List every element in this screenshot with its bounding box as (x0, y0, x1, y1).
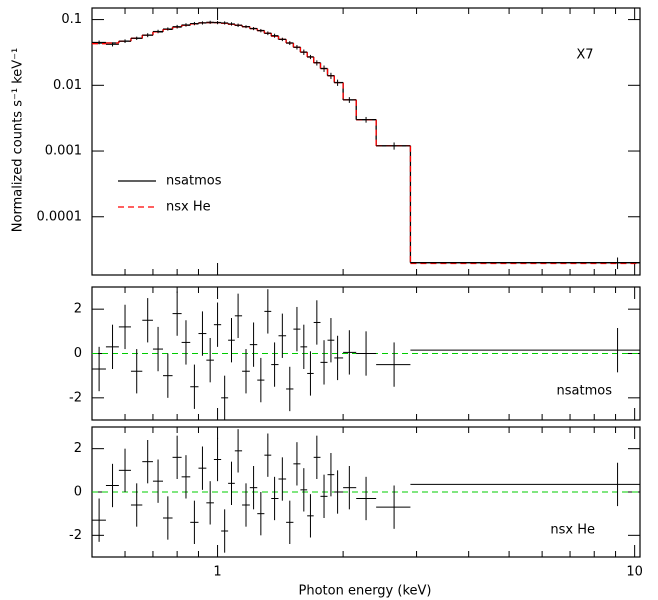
annotation: X7 (576, 48, 593, 63)
y-tick-label: 0 (74, 346, 82, 361)
y-axis-label: Normalized counts s⁻¹ keV⁻¹ (11, 48, 26, 232)
y-tick-label: 0 (74, 485, 82, 500)
y-tick-label: 0.001 (45, 144, 82, 159)
y-tick-label: -2 (69, 528, 82, 543)
panel-label: nsx He (550, 523, 595, 538)
legend-label: nsatmos (166, 174, 222, 189)
panel-frame (91, 7, 641, 276)
y-tick-label: 2 (74, 302, 82, 317)
y-tick-label: 0.01 (53, 78, 82, 93)
y-tick-label: 0.0001 (37, 209, 83, 224)
x-axis-label: Photon energy (keV) (299, 584, 432, 599)
x-tick-label: 10 (626, 565, 643, 580)
y-tick-label: 0.1 (61, 12, 82, 27)
legend-label: nsx He (166, 200, 211, 215)
x-tick-label: 1 (213, 565, 221, 580)
panel-label: nsatmos (557, 384, 613, 399)
y-tick-label: 2 (74, 441, 82, 456)
y-tick-label: -2 (69, 390, 82, 405)
